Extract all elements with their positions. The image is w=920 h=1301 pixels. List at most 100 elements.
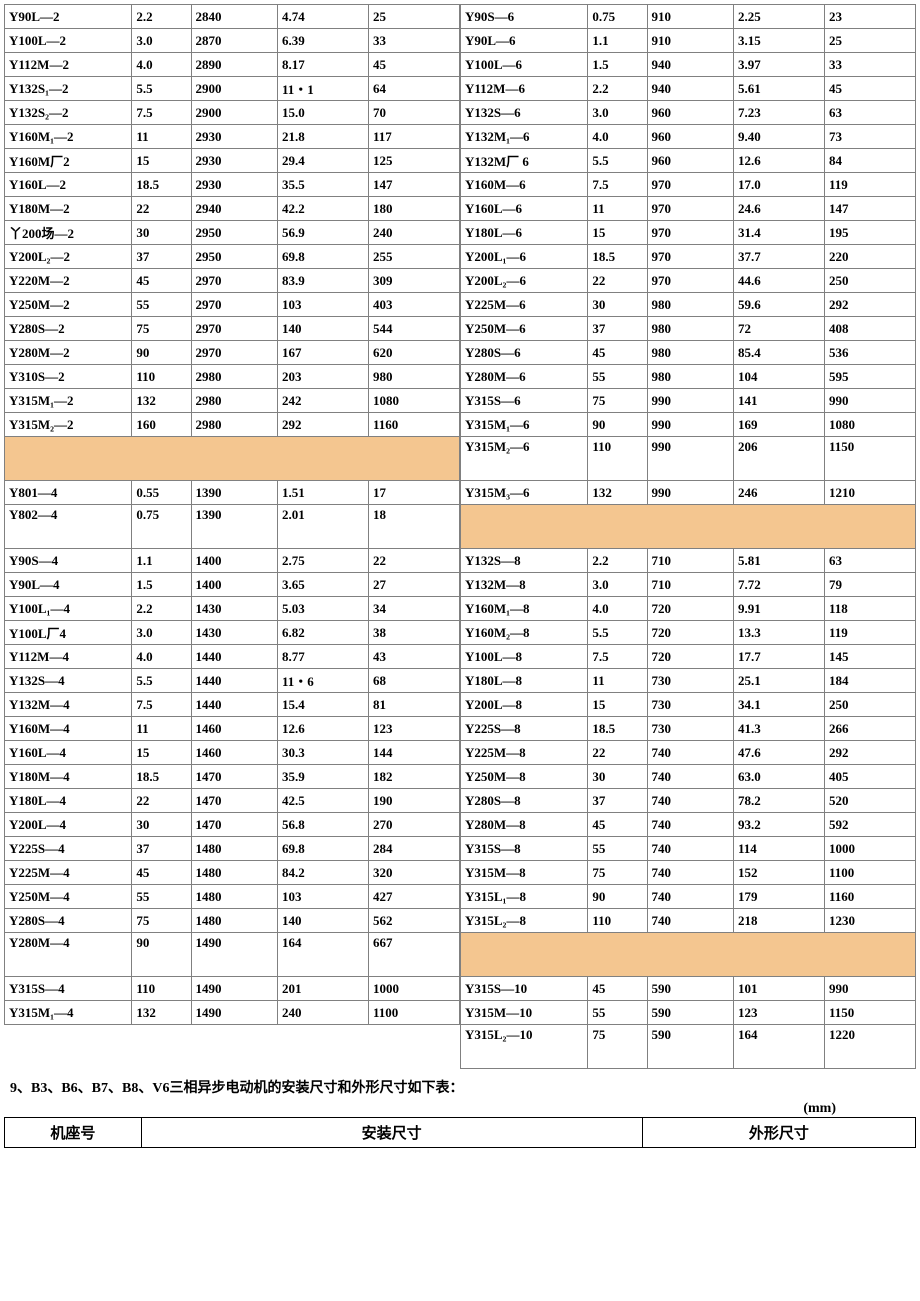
- table-row: Y280M—655980104595: [461, 365, 916, 389]
- value-cell: 990: [824, 389, 915, 413]
- value-cell: 37.7: [733, 245, 824, 269]
- model-cell: Y225S—4: [5, 837, 132, 861]
- value-cell: 970: [647, 221, 733, 245]
- value-cell: 110: [132, 365, 191, 389]
- value-cell: 970: [647, 197, 733, 221]
- value-cell: 56.8: [277, 813, 368, 837]
- value-cell: 1480: [191, 837, 277, 861]
- model-cell: Y132S—6: [461, 101, 588, 125]
- value-cell: 38: [368, 621, 459, 645]
- model-cell: Y132M₁—6: [461, 125, 588, 149]
- value-cell: 1430: [191, 597, 277, 621]
- value-cell: 73: [824, 125, 915, 149]
- left-motor-table: Y90L—22.228404.7425Y100L—23.028706.3933Y…: [4, 4, 460, 1025]
- unit-label: (mm): [4, 1101, 916, 1117]
- twin-tables: Y90L—22.228404.7425Y100L—23.028706.3933Y…: [4, 4, 916, 1069]
- value-cell: 69.8: [277, 245, 368, 269]
- value-cell: 45: [132, 861, 191, 885]
- value-cell: 15: [132, 149, 191, 173]
- value-cell: 1.1: [588, 29, 647, 53]
- model-cell: Y160M厂2: [5, 149, 132, 173]
- value-cell: 590: [647, 1025, 733, 1069]
- value-cell: 1000: [824, 837, 915, 861]
- table-row: Y225M—82274047.6292: [461, 741, 916, 765]
- value-cell: 1150: [824, 437, 915, 481]
- table-row: Y132M—47.5144015.481: [5, 693, 460, 717]
- value-cell: 5.5: [132, 669, 191, 693]
- value-cell: 1460: [191, 741, 277, 765]
- model-cell: Y160M₁—2: [5, 125, 132, 149]
- table-row: Y160M₂—85.572013.3119: [461, 621, 916, 645]
- value-cell: 266: [824, 717, 915, 741]
- value-cell: 2930: [191, 125, 277, 149]
- value-cell: 64: [368, 77, 459, 101]
- value-cell: 740: [647, 813, 733, 837]
- value-cell: 179: [733, 885, 824, 909]
- table-row: Y315M₂—61109902061150: [461, 437, 916, 481]
- table-row: Y315M₃—61329902461210: [461, 481, 916, 505]
- table-row: Y315M₁—413214902401100: [5, 1001, 460, 1025]
- value-cell: 2.2: [132, 5, 191, 29]
- separator-cell: [461, 933, 916, 977]
- table-row: Y90S—41.114002.7522: [5, 549, 460, 573]
- table-row: Y220M—245297083.9309: [5, 269, 460, 293]
- table-row: Y250M—2552970103403: [5, 293, 460, 317]
- value-cell: 292: [824, 293, 915, 317]
- value-cell: 31.4: [733, 221, 824, 245]
- value-cell: 144: [368, 741, 459, 765]
- model-cell: Y100L厂4: [5, 621, 132, 645]
- value-cell: 55: [132, 885, 191, 909]
- value-cell: 25.1: [733, 669, 824, 693]
- left-half: Y90L—22.228404.7425Y100L—23.028706.3933Y…: [4, 4, 460, 1069]
- model-cell: Y100L—6: [461, 53, 588, 77]
- value-cell: 69.8: [277, 837, 368, 861]
- value-cell: 730: [647, 717, 733, 741]
- value-cell: 22: [588, 269, 647, 293]
- value-cell: 190: [368, 789, 459, 813]
- table-row: Y100L₁—42.214305.0334: [5, 597, 460, 621]
- value-cell: 2930: [191, 149, 277, 173]
- value-cell: 0.75: [132, 505, 191, 549]
- table-row: Y180L—422147042.5190: [5, 789, 460, 813]
- model-cell: Y315M—10: [461, 1001, 588, 1025]
- table-row: Y90L—22.228404.7425: [5, 5, 460, 29]
- value-cell: 1080: [824, 413, 915, 437]
- table-row: Y315L₁—8907401791160: [461, 885, 916, 909]
- model-cell: Y132M厂 6: [461, 149, 588, 173]
- value-cell: 1160: [824, 885, 915, 909]
- value-cell: 145: [824, 645, 915, 669]
- value-cell: 7.5: [132, 101, 191, 125]
- value-cell: 45: [588, 977, 647, 1001]
- value-cell: 3.0: [132, 621, 191, 645]
- table-row: Y250M—4551480103427: [5, 885, 460, 909]
- value-cell: 132: [132, 1001, 191, 1025]
- value-cell: 35.5: [277, 173, 368, 197]
- model-cell: Y180L—6: [461, 221, 588, 245]
- value-cell: 104: [733, 365, 824, 389]
- table-row: Y132M—83.07107.7279: [461, 573, 916, 597]
- table-row: Y160M₁—211293021.8117: [5, 125, 460, 149]
- model-cell: Y160L—2: [5, 173, 132, 197]
- value-cell: 590: [647, 1001, 733, 1025]
- value-cell: 740: [647, 837, 733, 861]
- value-cell: 1150: [824, 1001, 915, 1025]
- value-cell: 132: [588, 481, 647, 505]
- value-cell: 72: [733, 317, 824, 341]
- value-cell: 240: [277, 1001, 368, 1025]
- value-cell: 1000: [368, 977, 459, 1001]
- value-cell: 12.6: [733, 149, 824, 173]
- value-cell: 5.5: [588, 149, 647, 173]
- table-row: Y315M₂—216029802921160: [5, 413, 460, 437]
- value-cell: 103: [277, 293, 368, 317]
- model-cell: Y160M₁—8: [461, 597, 588, 621]
- model-cell: Y100L₁—4: [5, 597, 132, 621]
- value-cell: 667: [368, 933, 459, 977]
- table-row: Y315M₁—6909901691080: [461, 413, 916, 437]
- value-cell: 90: [588, 413, 647, 437]
- value-cell: 17.7: [733, 645, 824, 669]
- table-row: [461, 505, 916, 549]
- model-cell: Y315S—6: [461, 389, 588, 413]
- value-cell: 1400: [191, 573, 277, 597]
- value-cell: 21.8: [277, 125, 368, 149]
- model-cell: Y315M—8: [461, 861, 588, 885]
